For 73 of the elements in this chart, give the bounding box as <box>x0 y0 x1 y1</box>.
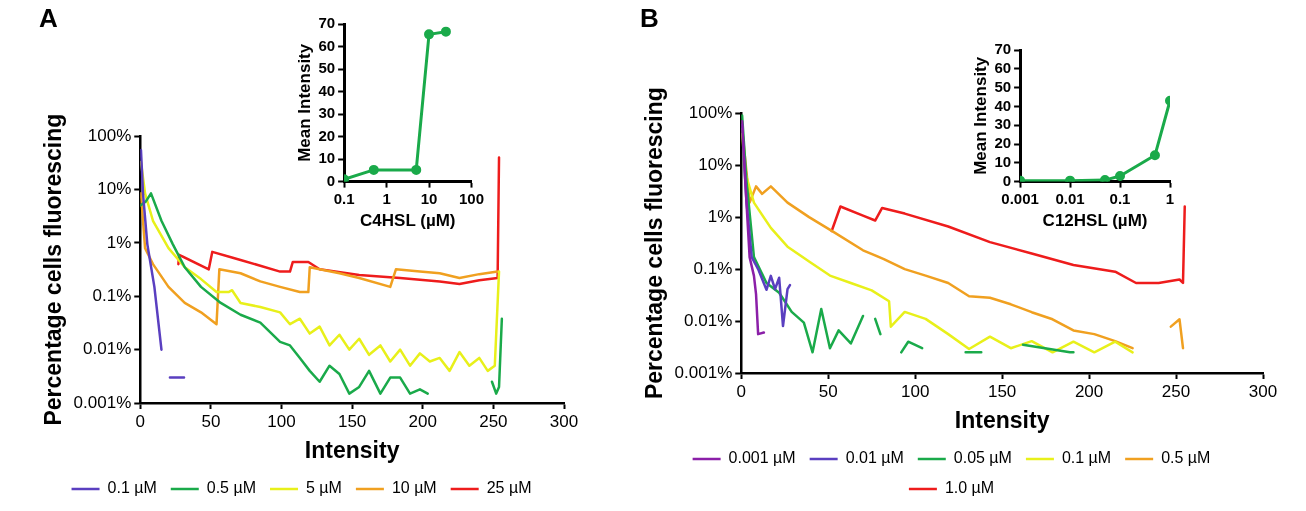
y-tick-label: 20 <box>994 134 1012 152</box>
x-tick-label: 300 <box>549 411 579 431</box>
y-axis-title: Percentage cells fluorescing <box>40 113 67 426</box>
legend-label: 0.5 µM <box>1161 449 1211 467</box>
y-tick-label: 30 <box>994 115 1012 133</box>
x-tick-label: 0 <box>135 411 145 431</box>
x-tick-label: 1 <box>1165 189 1175 207</box>
x-tick-label: 150 <box>337 411 367 431</box>
y-axis-title: Mean Intensity <box>970 56 990 175</box>
legend-label: 0.01 µM <box>845 449 904 467</box>
y-tick-label: 1% <box>707 206 733 226</box>
x-axis-title: Intensity <box>304 436 400 463</box>
legend-label: 0.5 µM <box>206 479 256 497</box>
y-tick-label: 20 <box>318 126 336 144</box>
y-tick-label: 0 <box>326 171 336 189</box>
point <box>368 164 379 175</box>
x-tick-label: 0.1 <box>1109 189 1131 207</box>
y-tick-label: 60 <box>994 58 1012 76</box>
legend-label: 25 µM <box>486 479 532 497</box>
legend-label: 10 µM <box>391 479 437 497</box>
x-tick-label: 150 <box>987 381 1017 401</box>
y-axis-title: Mean Intensity <box>294 43 314 162</box>
x-tick-label: 1 <box>382 189 391 207</box>
y-tick-label: 10 <box>994 152 1012 170</box>
x-tick-label: 100 <box>267 411 296 431</box>
x-tick-label: 100 <box>900 381 930 401</box>
y-tick-label: 10% <box>698 154 733 174</box>
y-tick-label: 30 <box>318 104 336 122</box>
y-axis-title: Percentage cells fluorescing <box>641 87 668 400</box>
x-axis-title: C4HSL (µM) <box>360 211 456 231</box>
x-tick-label: 200 <box>1074 381 1104 401</box>
legend-label: 5 µM <box>306 479 342 497</box>
legend-label: 0.05 µM <box>953 449 1012 467</box>
y-tick-label: 0.01% <box>684 310 733 330</box>
x-tick-label: 50 <box>201 411 221 431</box>
legend-label: 0.1 µM <box>1061 449 1112 467</box>
legend-label: 0.001 µM <box>728 449 796 467</box>
y-tick-label: 0.001% <box>674 362 733 382</box>
x-tick-label: 250 <box>1161 381 1191 401</box>
x-tick-label: 100 <box>458 189 484 207</box>
y-tick-label: 50 <box>318 59 336 77</box>
y-tick-label: 0.001% <box>73 392 132 412</box>
y-tick-label: 40 <box>318 81 336 99</box>
y-tick-label: 60 <box>318 36 336 54</box>
x-axis-title: Intensity <box>954 406 1050 433</box>
y-tick-label: 0.1% <box>693 258 733 278</box>
chart-title: B <box>640 2 659 33</box>
y-tick-label: 10% <box>97 179 132 199</box>
legend-label: 1.0 µM <box>944 479 995 497</box>
y-tick-label: 0 <box>1002 171 1012 189</box>
y-tick-label: 50 <box>994 77 1012 95</box>
y-tick-label: 100% <box>688 102 733 122</box>
y-tick-label: 70 <box>318 14 336 32</box>
y-tick-label: 10 <box>318 149 336 167</box>
x-tick-label: 10 <box>420 189 438 207</box>
y-tick-label: 0.1% <box>92 285 132 305</box>
x-tick-label: 250 <box>479 411 508 431</box>
y-tick-label: 0.01% <box>83 339 132 359</box>
x-tick-label: 0 <box>736 381 746 401</box>
chart-title: A <box>39 2 58 33</box>
y-tick-label: 70 <box>994 40 1012 58</box>
x-tick-label: 50 <box>818 381 838 401</box>
x-tick-label: 0.1 <box>333 189 355 207</box>
x-tick-label: 300 <box>1248 381 1278 401</box>
x-axis-title: C12HSL (µM) <box>1042 211 1148 231</box>
y-tick-label: 1% <box>106 232 132 252</box>
legend-label: 0.1 µM <box>107 479 157 497</box>
y-tick-label: 100% <box>87 125 132 145</box>
x-tick-label: 0.001 <box>1001 189 1039 207</box>
x-tick-label: 200 <box>408 411 437 431</box>
y-tick-label: 40 <box>994 96 1012 114</box>
point <box>424 29 435 40</box>
x-tick-label: 0.01 <box>1055 189 1085 207</box>
